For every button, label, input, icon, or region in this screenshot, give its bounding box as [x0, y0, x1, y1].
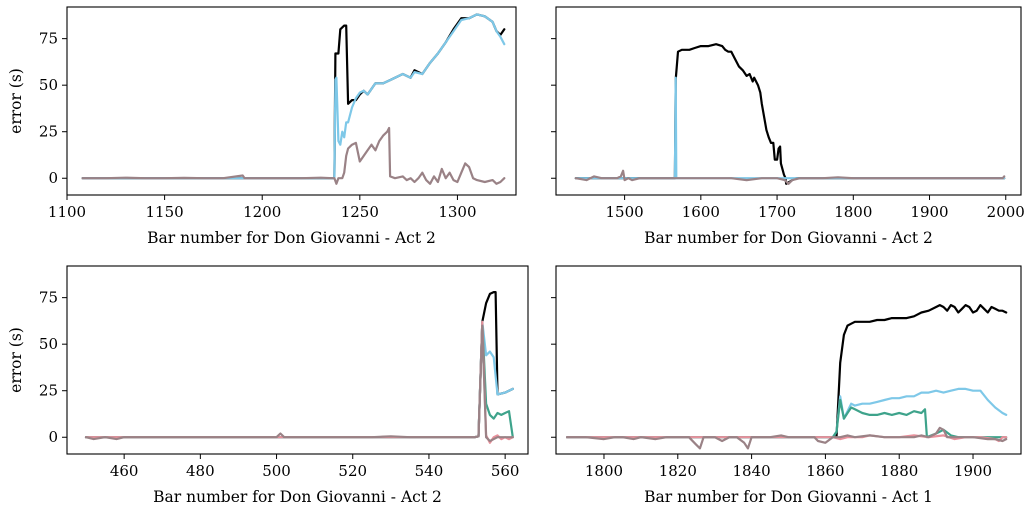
series-line-pink	[84, 320, 514, 444]
series-layer	[81, 13, 506, 185]
series-line-black	[574, 43, 1006, 185]
x-tick-label: 1860	[806, 462, 844, 480]
y-axis-label: error (s)	[7, 327, 25, 393]
series-layer	[574, 43, 1006, 185]
series-line-black	[566, 304, 1008, 439]
y-tick-label: 75	[39, 30, 58, 48]
y-tick-label: 50	[39, 76, 58, 94]
series-line-green	[84, 320, 514, 439]
x-tick-label: 540	[415, 462, 444, 480]
series-line-mauve	[566, 426, 1008, 450]
plot-frame	[555, 6, 1022, 196]
subplot-bottom-left: 460 480 500 520 540 560 0 25 50 75 Bar number for …	[7, 265, 529, 506]
y-tick-label: 25	[39, 382, 58, 400]
x-axis-label: Bar number for Don Giovanni - Act 2	[153, 488, 442, 506]
x-axis-label: Bar number for Don Giovanni - Act 2	[644, 229, 933, 247]
series-line-blue	[81, 13, 506, 180]
x-tick-label: 1820	[659, 462, 697, 480]
series-line-blue	[84, 320, 514, 439]
subplot-top-right: 1500 1600 1700 1800 1900 2000 Bar number for D…	[551, 6, 1025, 247]
x-tick-label: 1600	[682, 203, 720, 221]
x-tick-label: 1500	[606, 203, 644, 221]
plot-frame	[66, 6, 517, 196]
x-tick-label: 1700	[758, 203, 796, 221]
series-line-blue	[566, 387, 1008, 439]
series-line-mauve	[84, 324, 514, 443]
y-tick-label: 0	[48, 169, 58, 187]
x-tick-label: 1150	[146, 203, 184, 221]
y-tick-label: 50	[39, 335, 58, 353]
x-tick-label: 1200	[243, 203, 281, 221]
series-line-green	[566, 398, 1008, 439]
x-tick-label: 480	[186, 462, 215, 480]
x-axis-label: Bar number for Don Giovanni - Act 2	[147, 229, 436, 247]
x-tick-label: 500	[262, 462, 291, 480]
series-line-blue	[574, 76, 1006, 180]
series-line-mauve	[81, 126, 506, 185]
plot-frame	[555, 265, 1022, 455]
x-tick-label: 1300	[438, 203, 476, 221]
x-tick-label: 1840	[733, 462, 771, 480]
y-axis-label: error (s)	[7, 68, 25, 134]
x-tick-label: 1800	[834, 203, 872, 221]
series-line-mauve	[574, 169, 1006, 185]
series-line-black	[84, 291, 514, 439]
x-tick-label: 1900	[954, 462, 992, 480]
x-tick-label: 1800	[585, 462, 623, 480]
x-axis-label: Bar number for Don Giovanni - Act 1	[644, 488, 933, 506]
x-tick-label: 1100	[48, 203, 86, 221]
series-layer	[84, 291, 514, 444]
y-tick-label: 75	[39, 289, 58, 307]
plot-frame	[66, 265, 529, 455]
y-tick-label: 0	[48, 428, 58, 446]
x-tick-label: 1900	[910, 203, 948, 221]
series-layer	[566, 304, 1008, 450]
x-tick-label: 520	[338, 462, 367, 480]
x-tick-label: 1250	[341, 203, 379, 221]
y-tick-label: 25	[39, 123, 58, 141]
subplot-top-left: 1100 1150 1200 1250 1300 0 25 50 75 Bar number fo…	[7, 6, 517, 247]
x-tick-label: 2000	[987, 203, 1025, 221]
x-tick-label: 1880	[880, 462, 918, 480]
x-tick-label: 460	[110, 462, 139, 480]
series-line-black	[81, 13, 506, 180]
x-tick-label: 560	[491, 462, 520, 480]
subplot-bottom-right: 1800 1820 1840 1860 1880 1900 Bar number for D…	[551, 265, 1022, 506]
